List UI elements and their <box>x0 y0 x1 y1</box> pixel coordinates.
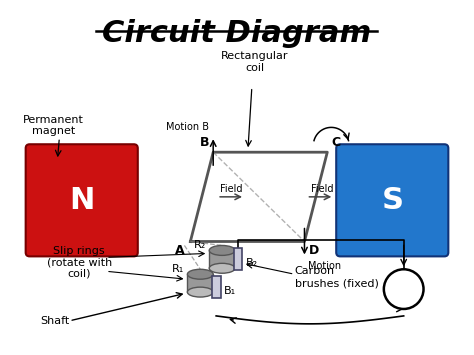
Text: Motion: Motion <box>309 261 342 271</box>
Text: R₁: R₁ <box>172 264 184 274</box>
Bar <box>234 248 243 270</box>
Text: Field: Field <box>311 184 334 194</box>
Text: B: B <box>200 136 209 149</box>
Text: N: N <box>69 186 94 215</box>
FancyBboxPatch shape <box>336 144 448 256</box>
Ellipse shape <box>187 269 213 279</box>
Ellipse shape <box>209 263 235 273</box>
Text: R₂: R₂ <box>194 240 206 251</box>
Text: Shaft: Shaft <box>40 316 69 326</box>
Text: B₂: B₂ <box>246 258 258 268</box>
Text: B₁: B₁ <box>224 286 236 296</box>
Text: Field: Field <box>220 184 242 194</box>
FancyBboxPatch shape <box>26 144 138 256</box>
Ellipse shape <box>187 287 213 297</box>
Ellipse shape <box>209 245 235 255</box>
Text: Motion B: Motion B <box>166 122 209 132</box>
Text: D: D <box>309 245 319 257</box>
Bar <box>187 274 213 292</box>
Text: A: A <box>175 245 184 257</box>
Text: S: S <box>381 186 403 215</box>
Bar <box>209 250 235 268</box>
Bar <box>212 276 220 298</box>
Text: Slip rings
(rotate with
coil): Slip rings (rotate with coil) <box>46 246 112 279</box>
Text: Circuit Diagram: Circuit Diagram <box>102 19 372 48</box>
Text: C: C <box>331 136 340 149</box>
Text: Rectangular
coil: Rectangular coil <box>221 51 289 73</box>
Circle shape <box>384 269 424 309</box>
Text: Carbon
brushes (fixed): Carbon brushes (fixed) <box>294 266 378 288</box>
Text: G: G <box>396 280 411 298</box>
Text: Permanent
magnet: Permanent magnet <box>23 115 84 136</box>
